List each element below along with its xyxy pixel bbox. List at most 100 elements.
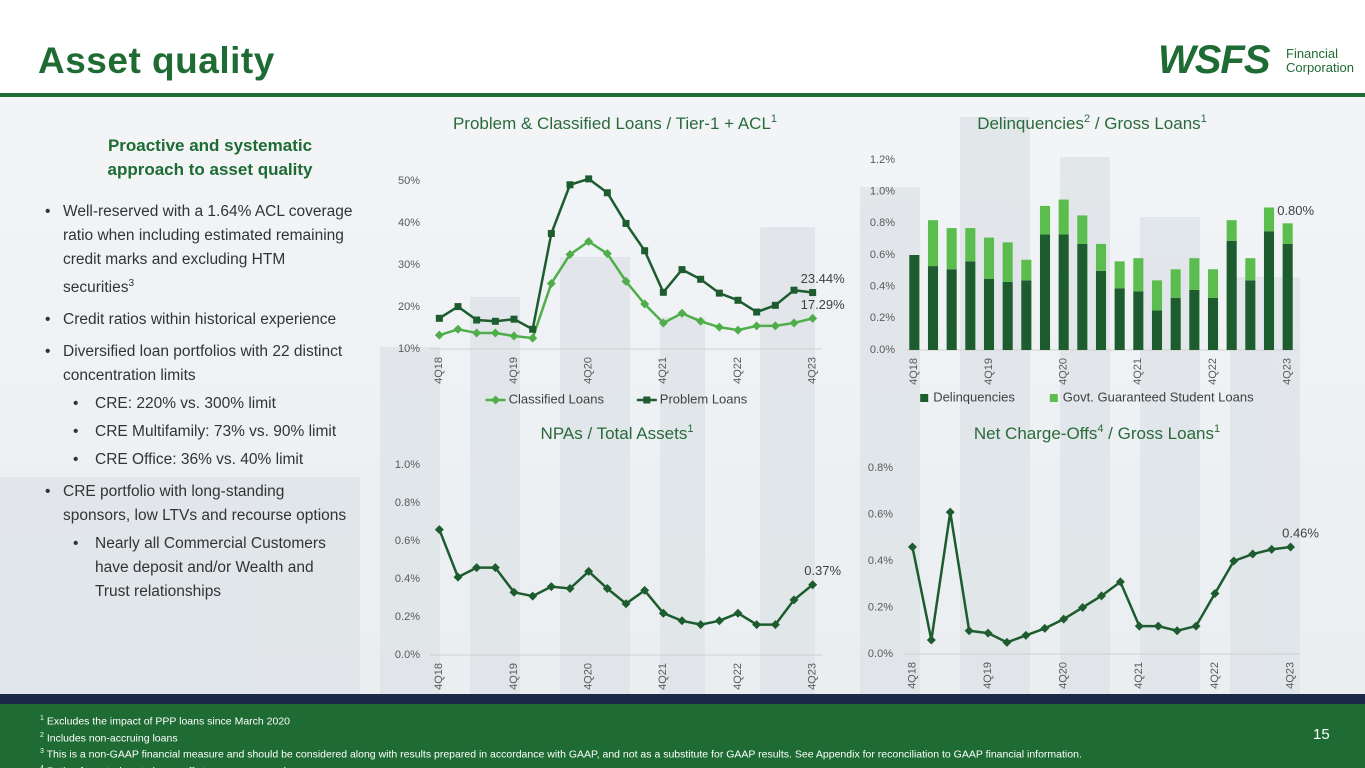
bar-segment [1077,243,1088,350]
bar-segment [1133,258,1144,292]
bullet: Diversified loan portfolios with 22 dist… [40,340,353,472]
legend-swatch [1049,394,1058,402]
marker [733,608,743,618]
x-tick-label: 4Q19 [983,358,995,385]
marker [490,563,500,573]
marker [677,308,687,318]
x-tick-label: 4Q18 [433,357,445,384]
marker [714,322,724,332]
marker [733,325,743,335]
x-tick-label: 4Q19 [508,663,520,690]
page-number: 15 [1313,726,1330,743]
bar-segment [1170,269,1181,298]
header-rule [0,93,1365,97]
legend-label: Delinquencies [933,389,1015,404]
footnote: 4 Ratio of quarterly net charge-offs to … [40,762,1082,768]
marker [603,189,611,197]
y-tick-label: 20% [398,301,420,313]
marker [1021,630,1031,640]
marker [1267,544,1277,554]
marker [1191,621,1201,631]
marker [584,566,594,576]
footer: 1 Excludes the impact of PPP loans since… [0,704,1365,768]
marker [697,275,705,283]
chart-title: NPAs / Total Assets1 [541,423,694,444]
marker [1172,626,1182,636]
title-sup: 1 [1214,423,1220,435]
title-text: NPAs / Total Assets [541,424,688,443]
legend-swatch [920,394,929,402]
bar-segment [1282,243,1293,350]
y-tick-label: 0.0% [868,648,893,660]
x-tick-label: 4Q21 [1133,662,1145,689]
marker [510,315,518,323]
marker [528,591,538,601]
marker [547,230,555,237]
marker [808,313,818,323]
bullet: Credit ratios within historical experien… [40,308,353,332]
x-tick-label: 4Q20 [1058,662,1070,689]
bar-segment [1282,223,1293,244]
x-tick-label: 4Q23 [807,663,819,690]
marker [1040,623,1050,633]
marker [658,608,668,618]
x-tick-label: 4Q22 [1209,662,1221,689]
y-tick-label: 0.6% [395,535,420,547]
title-sup: 4 [1097,423,1103,435]
bar-segment [1077,215,1088,244]
marker [473,316,481,324]
marker [983,628,993,638]
marker [1097,591,1106,601]
logo-line: Corporation [1286,60,1354,75]
legend-label: Classified Loans [509,391,605,406]
footnote-mark: 1 [40,715,44,722]
marker [1248,549,1258,559]
x-tick-label: 4Q23 [807,357,819,384]
total-label: 0.80% [1277,203,1314,218]
data-label: 23.44% [801,271,846,286]
marker [790,286,798,294]
bullet-text: Well-reserved with a 1.64% ACL coverage … [63,203,353,297]
x-tick-label: 4Q23 [1284,662,1296,689]
marker [789,595,799,605]
marker [621,276,631,286]
legend-marker [643,396,651,404]
marker [434,525,444,535]
footnotes: 1 Excludes the impact of PPP loans since… [40,712,1082,768]
title-text: Delinquencies [977,114,1084,133]
x-tick-label: 4Q22 [732,357,744,384]
bar-segment [1263,231,1275,350]
summary: Proactive and systematic approach to ass… [40,134,360,612]
marker [1002,637,1012,647]
x-tick-label: 4Q20 [1058,358,1070,385]
marker [752,620,762,630]
y-tick-label: 1.0% [870,186,895,198]
bar-segment [946,269,957,350]
marker [602,584,612,593]
marker [1059,614,1069,624]
x-tick-label: 4Q18 [906,662,918,689]
bar-segment [1039,234,1051,350]
bar-segment [1226,220,1237,241]
marker [907,542,917,552]
marker [509,587,519,597]
marker [945,507,955,517]
footnote-text: Includes non-accruing loans [46,732,178,744]
marker [434,330,444,340]
marker [641,247,649,255]
bar-segment [1151,310,1163,350]
marker [640,585,650,595]
marker [621,599,631,609]
marker [659,288,667,296]
bar-segment [946,228,957,270]
title-sup: 1 [687,423,693,435]
bullet-text: Credit ratios within historical experien… [63,311,337,329]
bar-segment [965,261,976,350]
marker [752,321,762,331]
footnote: 2 Includes non-accruing loans [40,729,1082,746]
x-tick-label: 4Q20 [583,663,595,690]
bar-segment [1245,258,1256,281]
line [911,511,1291,644]
marker [734,296,742,304]
